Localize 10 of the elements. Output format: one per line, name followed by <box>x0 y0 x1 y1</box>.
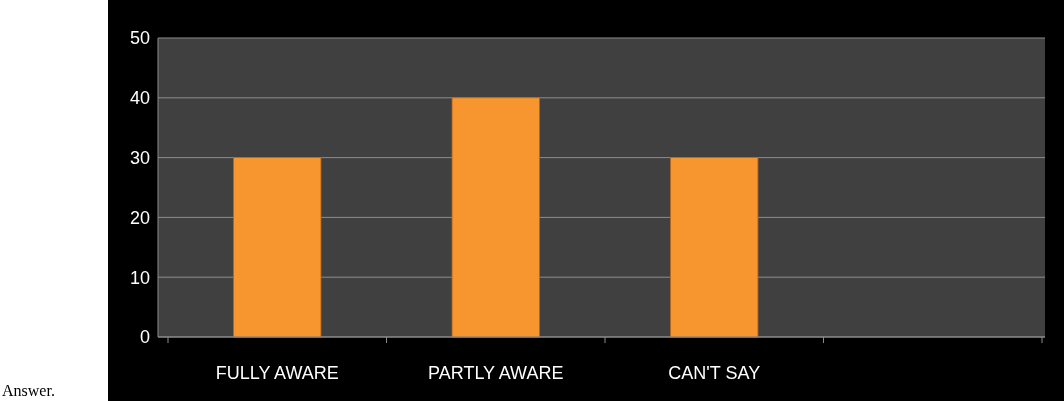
y-tick-label: 40 <box>129 88 150 109</box>
y-tick-label: 20 <box>129 207 150 228</box>
y-tick-label: 0 <box>139 327 150 348</box>
text: Answer. <box>2 382 55 399</box>
y-tick-label: 10 <box>129 267 150 288</box>
x-tick-label: PARTLY AWARE <box>428 363 564 383</box>
y-tick-label: 50 <box>129 28 150 49</box>
y-tick-label: 30 <box>129 147 150 168</box>
x-tick-label: CAN'T SAY <box>668 363 761 383</box>
x-tick-label: FULLY AWARE <box>215 363 339 383</box>
